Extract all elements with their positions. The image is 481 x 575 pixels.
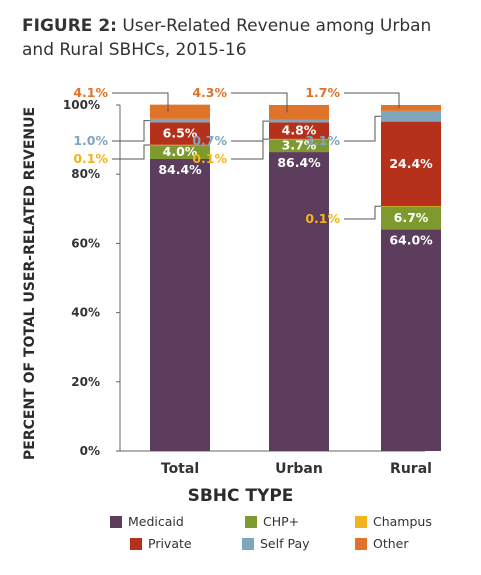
legend-label: CHP+ — [263, 514, 300, 529]
y-tick-label: 80% — [71, 167, 100, 181]
callout-leader-line — [231, 120, 269, 142]
data-label: 4.0% — [163, 144, 198, 159]
bar-segment-self-pay — [269, 119, 329, 123]
legend-label: Champus — [373, 514, 432, 529]
callout-leader-line — [344, 92, 400, 108]
data-label: 6.5% — [163, 126, 198, 141]
callout-label: 1.0% — [73, 133, 108, 148]
bar-segment-chp- — [269, 139, 329, 153]
callout-leader-line — [344, 115, 381, 142]
y-tick-label: 40% — [71, 306, 100, 320]
legend-label: Medicaid — [128, 514, 184, 529]
callout-leader-line — [231, 138, 269, 160]
chart-title: FIGURE 2: User-Related Revenue among Urb… — [22, 14, 462, 62]
callout-label: 4.3% — [192, 85, 227, 100]
legend-swatch — [242, 538, 254, 550]
legend-label: Private — [148, 536, 192, 551]
bar-segment-other — [269, 105, 329, 120]
legend-swatch — [355, 516, 367, 528]
legend-item: Other — [355, 536, 409, 551]
bar-segment-chp- — [381, 206, 441, 230]
y-tick-label: 0% — [80, 444, 100, 458]
callout-leader-line — [112, 144, 150, 160]
bar-segment-self-pay — [381, 110, 441, 122]
data-label: 24.4% — [389, 156, 433, 171]
bar-segment-champus — [150, 144, 210, 146]
data-label: 64.0% — [389, 233, 433, 248]
bar-segment-other — [150, 104, 210, 119]
x-tick-label: Rural — [390, 461, 432, 477]
x-tick-label: Total — [161, 461, 199, 477]
callout-label: 3.1% — [305, 133, 340, 148]
y-tick-label: 100% — [63, 98, 100, 112]
bar-segment-champus — [269, 138, 329, 140]
legend-item: Self Pay — [242, 536, 310, 551]
data-label: 3.7% — [282, 138, 317, 153]
legend-item: Champus — [355, 514, 432, 529]
data-label: 84.4% — [158, 162, 202, 177]
legend-item: CHP+ — [245, 514, 299, 529]
bar-segment-chp- — [150, 145, 210, 159]
callout-label: 1.7% — [305, 85, 340, 100]
x-tick-label: Urban — [275, 461, 323, 477]
bar-segment-self-pay — [150, 118, 210, 123]
legend-label: Self Pay — [260, 536, 310, 551]
callout-leader-line — [112, 92, 169, 112]
bar-segment-private — [381, 121, 441, 207]
x-axis-label: SBHC TYPE — [187, 486, 294, 506]
bar-segment-medicaid — [381, 229, 441, 451]
callout-label: 4.1% — [73, 85, 108, 100]
callout-label: 0.1% — [73, 151, 108, 166]
data-label: 6.7% — [394, 210, 429, 225]
bar-segment-medicaid — [150, 158, 210, 451]
legend-swatch — [355, 538, 367, 550]
bar-segment-champus — [381, 206, 441, 207]
legend-item: Medicaid — [110, 514, 184, 529]
legend-label: Other — [373, 536, 409, 551]
figure-title-text: User-Related Revenue among Urban and Rur… — [22, 16, 432, 60]
legend-swatch — [130, 538, 142, 550]
y-tick-label: 20% — [71, 375, 100, 389]
bar-segment-private — [150, 122, 210, 145]
callout-leader-line — [344, 205, 381, 220]
figure-number: FIGURE 2: — [22, 16, 117, 36]
data-label: 86.4% — [277, 155, 321, 170]
bar-segment-medicaid — [269, 152, 329, 451]
bar-segment-other — [381, 105, 441, 111]
legend-swatch — [245, 516, 257, 528]
data-label: 4.8% — [282, 123, 317, 138]
callout-leader-line — [112, 120, 150, 142]
callout-label: 0.1% — [305, 211, 340, 226]
bar-segment-private — [269, 122, 329, 139]
callout-label: 0.7% — [192, 133, 227, 148]
callout-leader-line — [231, 92, 288, 113]
y-tick-label: 60% — [71, 236, 100, 250]
legend-swatch — [110, 516, 122, 528]
callout-label: 0.1% — [192, 151, 227, 166]
legend-item: Private — [130, 536, 192, 551]
